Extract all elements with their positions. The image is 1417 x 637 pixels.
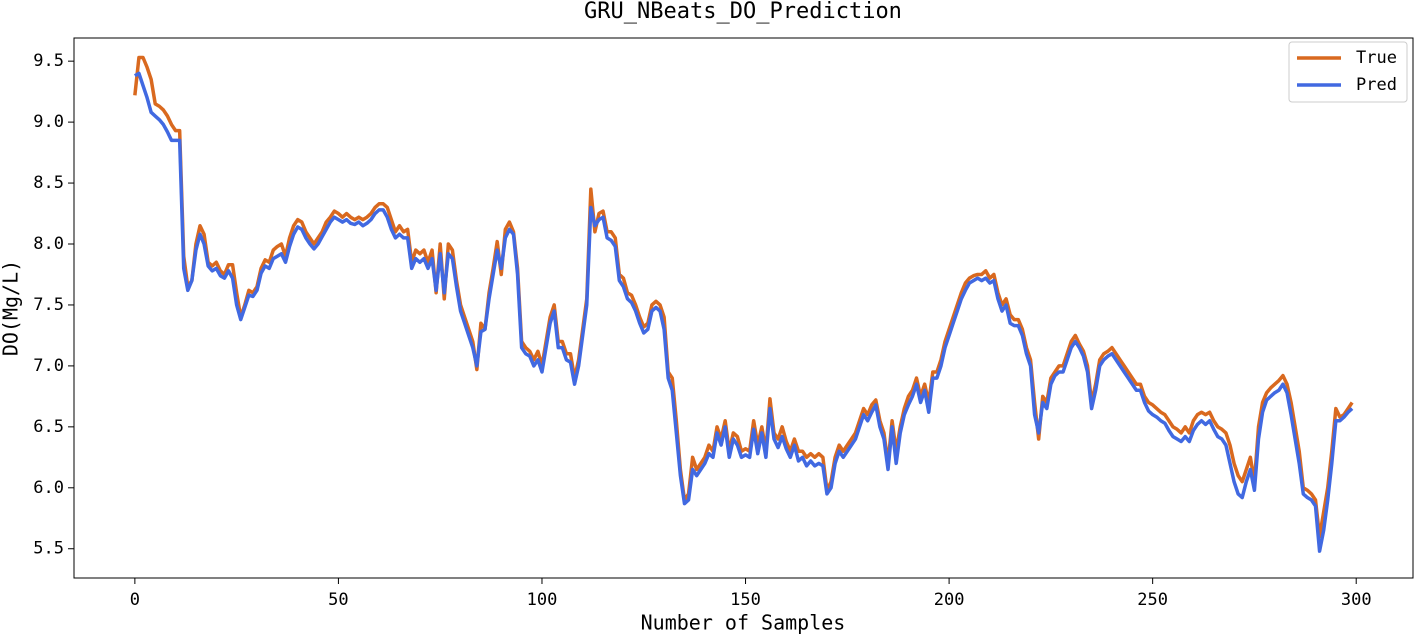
x-tick-label: 250 [1137,590,1168,610]
x-tick-label: 100 [527,590,558,610]
x-tick-label: 150 [730,590,761,610]
data-line [133,71,1354,553]
legend-label: Pred [1356,75,1397,95]
y-tick-label: 8.0 [33,234,64,254]
y-tick-label: 9.5 [33,51,64,71]
y-tick-label: 7.0 [33,356,64,376]
y-tick-label: 5.5 [33,539,64,559]
y-tick-label: 7.5 [33,295,64,315]
chart-title: GRU_NBeats_DO_Prediction [584,0,902,24]
x-tick-label: 50 [328,590,348,610]
x-tick-label: 200 [934,590,965,610]
x-tick-label: 300 [1341,590,1372,610]
legend-label: True [1356,48,1397,68]
y-tick-label: 9.0 [33,112,64,132]
y-axis-label: DO(Mg/L) [0,260,23,356]
y-tick-label: 6.0 [33,478,64,498]
y-tick-label: 8.5 [33,173,64,193]
x-axis-label: Number of Samples [641,611,846,635]
data-line [133,55,1354,539]
x-tick-label: 0 [130,590,140,610]
y-tick-label: 6.5 [33,417,64,437]
plot-frame [73,37,1414,579]
